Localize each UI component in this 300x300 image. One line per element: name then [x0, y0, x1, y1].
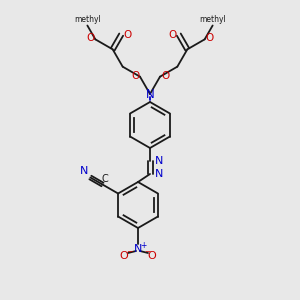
- Text: N: N: [80, 167, 88, 176]
- Text: −: −: [144, 248, 150, 256]
- Text: N: N: [146, 88, 154, 100]
- Text: O: O: [131, 71, 139, 81]
- Text: O: O: [206, 33, 214, 43]
- Text: O: O: [120, 251, 128, 261]
- Text: C: C: [101, 173, 108, 184]
- Text: O: O: [161, 71, 169, 81]
- Text: O: O: [86, 33, 94, 43]
- Text: N: N: [155, 156, 163, 166]
- Text: O: O: [148, 251, 156, 261]
- Text: O: O: [169, 30, 177, 40]
- Text: N: N: [155, 169, 163, 179]
- Text: −: −: [126, 248, 132, 256]
- Text: methyl: methyl: [74, 15, 101, 24]
- Text: +: +: [140, 242, 146, 250]
- Text: methyl: methyl: [199, 15, 226, 24]
- Text: N: N: [134, 244, 142, 254]
- Text: O: O: [123, 30, 131, 40]
